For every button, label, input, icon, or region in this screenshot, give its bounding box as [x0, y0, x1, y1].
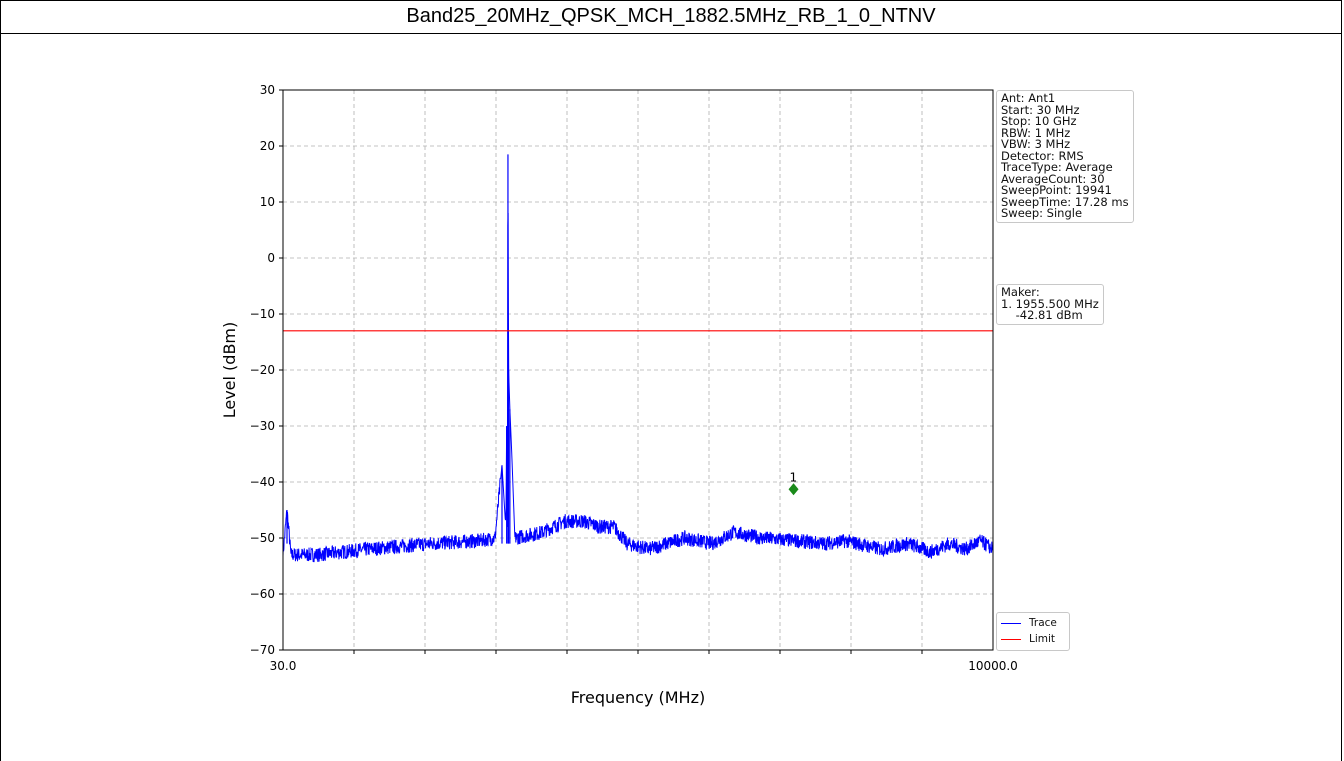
- settings-box-line: Start: 30 MHz: [1001, 102, 1080, 117]
- legend-label-limit: Limit: [1029, 633, 1056, 645]
- plot-border: [282, 89, 994, 651]
- y-tick-label: 20: [260, 139, 275, 153]
- settings-box-line: Ant: Ant1: [1001, 91, 1056, 105]
- settings-box-line: TraceType: Average: [1001, 160, 1113, 174]
- legend: Trace Limit: [996, 612, 1070, 651]
- y-tick-label: −10: [250, 307, 275, 321]
- settings-box: Ant: Ant1 Start: 30 MHz Stop: 10 GHz RBW: 1…: [996, 90, 1134, 223]
- marker-readout-box: Maker: 1. 1955.500 MHz -42.81 dBm: [996, 284, 1104, 325]
- settings-box-line: Sweep: Single: [1001, 206, 1083, 220]
- y-axis-label: Level (dBm): [220, 322, 239, 419]
- y-tick-label: −40: [250, 475, 275, 489]
- legend-swatch-trace: [1001, 622, 1021, 624]
- settings-box-line: AverageCount: 30: [1001, 171, 1105, 186]
- legend-swatch-limit: [1001, 638, 1021, 640]
- y-tick-label: −60: [250, 587, 275, 601]
- settings-box-line: RBW: 1 MHz: [1001, 125, 1071, 140]
- y-tick-label: 30: [260, 83, 275, 97]
- marker-label: 1: [790, 470, 798, 484]
- legend-item-trace: Trace: [1001, 616, 1057, 630]
- settings-box-line: SweepTime: 17.28 ms: [1001, 194, 1129, 209]
- y-tick-label: −30: [250, 419, 275, 433]
- x-tick-label: 10000.0: [968, 659, 1018, 673]
- settings-box-line: VBW: 3 MHz: [1001, 137, 1071, 151]
- x-tick-label: 30.0: [270, 659, 297, 673]
- settings-box-line: SweepPoint: 19941: [1001, 183, 1112, 197]
- y-tick-label: 0: [267, 251, 275, 265]
- settings-box-line: Detector: RMS: [1001, 148, 1084, 163]
- legend-item-limit: Limit: [1001, 632, 1055, 646]
- y-tick-label: −20: [250, 363, 275, 377]
- x-axis-label: Frequency (MHz): [571, 688, 705, 707]
- marker-box-line: 1. 1955.500 MHz: [1001, 296, 1099, 311]
- marker-diamond: [788, 483, 799, 496]
- settings-box-line: Stop: 10 GHz: [1001, 114, 1077, 128]
- y-tick-label: −70: [250, 643, 275, 657]
- marker-box-line: Maker:: [1001, 285, 1040, 299]
- legend-label-trace: Trace: [1029, 617, 1057, 629]
- y-tick-label: −50: [250, 531, 275, 545]
- chart-title: Band25_20MHz_QPSK_MCH_1882.5MHz_RB_1_0_N…: [0, 0, 1342, 34]
- marker-box-line: -42.81 dBm: [1001, 308, 1083, 322]
- y-tick-label: 10: [260, 195, 275, 209]
